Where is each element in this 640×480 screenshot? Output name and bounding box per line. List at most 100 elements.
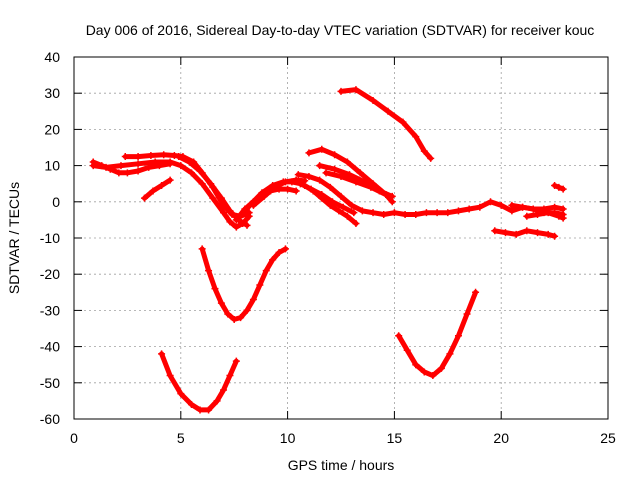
data-point — [220, 386, 228, 394]
data-point — [534, 210, 542, 218]
data-point — [211, 285, 219, 293]
data-point — [529, 205, 537, 213]
data-point — [198, 245, 206, 253]
data-point — [559, 185, 567, 193]
data-point — [337, 172, 345, 180]
y-tick-label: -50 — [40, 375, 60, 391]
x-tick-label: 15 — [387, 430, 403, 446]
data-point — [243, 306, 251, 314]
data-point — [512, 230, 520, 238]
data-point — [384, 107, 392, 115]
data-point — [224, 310, 232, 318]
data-point — [271, 183, 279, 191]
data-point — [454, 207, 462, 215]
data-point — [207, 180, 215, 188]
data-point — [296, 180, 304, 188]
y-tick-label: 30 — [44, 85, 60, 101]
y-tick-label: 0 — [52, 194, 60, 210]
data-point — [232, 216, 240, 224]
series-line — [396, 289, 479, 379]
data-point — [166, 158, 174, 166]
data-point — [369, 209, 377, 217]
data-point — [243, 221, 251, 229]
data-point — [352, 86, 360, 94]
data-point — [230, 315, 238, 323]
data-point — [205, 267, 213, 275]
x-tick-label: 5 — [177, 430, 185, 446]
data-point — [519, 203, 527, 211]
data-point — [177, 390, 185, 398]
data-point — [403, 346, 411, 354]
data-point — [350, 209, 358, 217]
data-point — [316, 162, 324, 170]
data-point — [305, 149, 313, 157]
data-point — [337, 192, 345, 200]
data-point — [123, 169, 131, 177]
data-point — [559, 205, 567, 213]
data-point — [358, 207, 366, 215]
data-point — [544, 230, 552, 238]
data-point — [388, 192, 396, 200]
data-point — [454, 332, 462, 340]
data-point — [226, 372, 234, 380]
data-point — [217, 194, 225, 202]
series-line — [492, 228, 558, 239]
data-point — [331, 165, 339, 173]
data-point — [352, 178, 360, 186]
data-point — [399, 118, 407, 126]
data-point — [352, 220, 360, 228]
data-point — [262, 267, 270, 275]
series-arc-16 — [198, 245, 289, 323]
series-arc-21 — [523, 209, 567, 222]
y-axis-ticks: -60 -50 -40 -30 -20 -10 0 10 20 30 40 — [40, 49, 608, 427]
data-point — [337, 87, 345, 95]
data-point — [412, 133, 420, 141]
data-point — [213, 397, 221, 405]
series-line — [524, 210, 566, 221]
series-arc-17 — [158, 350, 240, 414]
data-point — [232, 223, 240, 231]
data-point — [491, 227, 499, 235]
data-point — [149, 187, 157, 195]
data-point — [444, 209, 452, 217]
data-point — [544, 209, 552, 217]
data-point — [429, 372, 437, 380]
data-point — [318, 191, 326, 199]
data-point — [249, 201, 257, 209]
data-point — [523, 212, 531, 220]
data-point — [205, 406, 213, 414]
data-point — [555, 212, 563, 220]
data-point — [121, 153, 129, 161]
series-arc-12 — [337, 86, 435, 162]
series-arc-20 — [508, 201, 567, 213]
x-tick-label: 10 — [280, 430, 296, 446]
data-point — [380, 210, 388, 218]
x-tick-label: 25 — [600, 430, 616, 446]
data-point — [465, 205, 473, 213]
data-point — [433, 209, 441, 217]
data-point — [318, 145, 326, 153]
series-line — [338, 87, 434, 161]
series-arc-19 — [491, 227, 559, 240]
x-tick-label: 20 — [493, 430, 509, 446]
data-point — [158, 182, 166, 190]
data-point — [523, 227, 531, 235]
data-point — [177, 162, 185, 170]
data-point — [151, 158, 159, 166]
data-point — [187, 401, 195, 409]
data-point — [343, 212, 351, 220]
series-line — [297, 181, 357, 216]
data-marks — [89, 86, 567, 414]
data-point — [534, 229, 542, 237]
data-point — [217, 299, 225, 307]
data-point — [134, 153, 142, 161]
grid-lines — [74, 57, 608, 419]
data-point — [395, 332, 403, 340]
chart-title: Day 006 of 2016, Sidereal Day-to-day VTE… — [86, 22, 595, 38]
data-point — [281, 178, 289, 186]
data-point — [390, 209, 398, 217]
series-arc-10 — [296, 180, 358, 217]
data-point — [422, 209, 430, 217]
data-point — [187, 169, 195, 177]
